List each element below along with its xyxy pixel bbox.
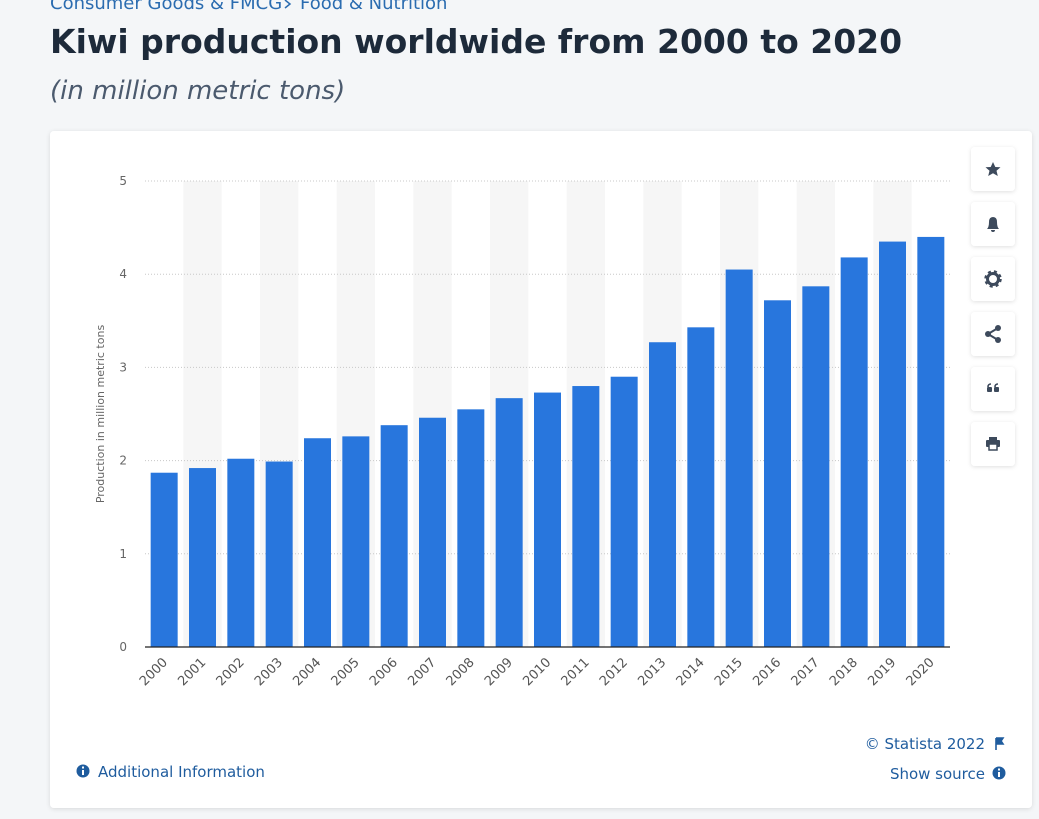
bar bbox=[227, 458, 255, 647]
breadcrumb-separator bbox=[284, 0, 292, 9]
bar bbox=[764, 300, 791, 647]
bar bbox=[534, 392, 561, 647]
info-icon-glyph bbox=[998, 768, 1000, 771]
copyright[interactable]: © Statista 2022 bbox=[865, 735, 985, 753]
bar bbox=[342, 436, 370, 647]
share-icon bbox=[985, 325, 1001, 343]
y-tick-label: 4 bbox=[119, 267, 127, 281]
bar bbox=[840, 257, 868, 647]
bar bbox=[879, 241, 906, 647]
breadcrumb-link[interactable]: Food & Nutrition bbox=[300, 0, 447, 14]
gear-teeth bbox=[984, 270, 1002, 288]
cite-button[interactable] bbox=[971, 367, 1015, 411]
star-icon bbox=[985, 162, 1001, 176]
bar bbox=[917, 236, 945, 648]
show-source-link[interactable]: Show source bbox=[890, 765, 985, 783]
bar bbox=[380, 425, 408, 647]
toolbar bbox=[971, 147, 1015, 466]
info-icon-glyph bbox=[82, 770, 84, 775]
bar bbox=[419, 417, 446, 647]
y-tick-label: 2 bbox=[119, 454, 127, 468]
info-icon-glyph bbox=[998, 772, 1000, 777]
y-tick-label: 3 bbox=[119, 360, 127, 374]
bar bbox=[265, 461, 293, 647]
bar bbox=[495, 398, 523, 647]
y-tick-label: 1 bbox=[119, 547, 127, 561]
print-icon bbox=[986, 437, 1000, 451]
bar bbox=[802, 286, 830, 647]
bar bbox=[687, 327, 715, 647]
bar bbox=[725, 269, 753, 647]
bar bbox=[304, 438, 331, 647]
info-icon-glyph bbox=[82, 766, 84, 769]
additional-info-link[interactable]: Additional Information bbox=[98, 763, 265, 781]
quote-icon bbox=[987, 383, 999, 392]
y-tick-label: 0 bbox=[119, 640, 127, 654]
bar bbox=[189, 468, 216, 647]
settings-button[interactable] bbox=[971, 257, 1015, 301]
breadcrumb-link[interactable]: Consumer Goods & FMCG bbox=[50, 0, 282, 14]
y-tick-label: 5 bbox=[119, 174, 127, 188]
bar bbox=[649, 342, 676, 647]
bell-icon bbox=[987, 217, 999, 232]
share-button[interactable] bbox=[971, 312, 1015, 356]
bar bbox=[457, 409, 485, 647]
gear-icon bbox=[986, 272, 1000, 286]
bar bbox=[572, 386, 600, 647]
y-axis-label: Production in million metric tons bbox=[94, 325, 107, 504]
bar bbox=[610, 376, 638, 647]
title: Kiwi production worldwide from 2000 to 2… bbox=[50, 22, 902, 61]
flag-icon[interactable] bbox=[995, 737, 1005, 750]
subtitle: (in million metric tons) bbox=[50, 76, 345, 106]
bar bbox=[150, 472, 178, 647]
